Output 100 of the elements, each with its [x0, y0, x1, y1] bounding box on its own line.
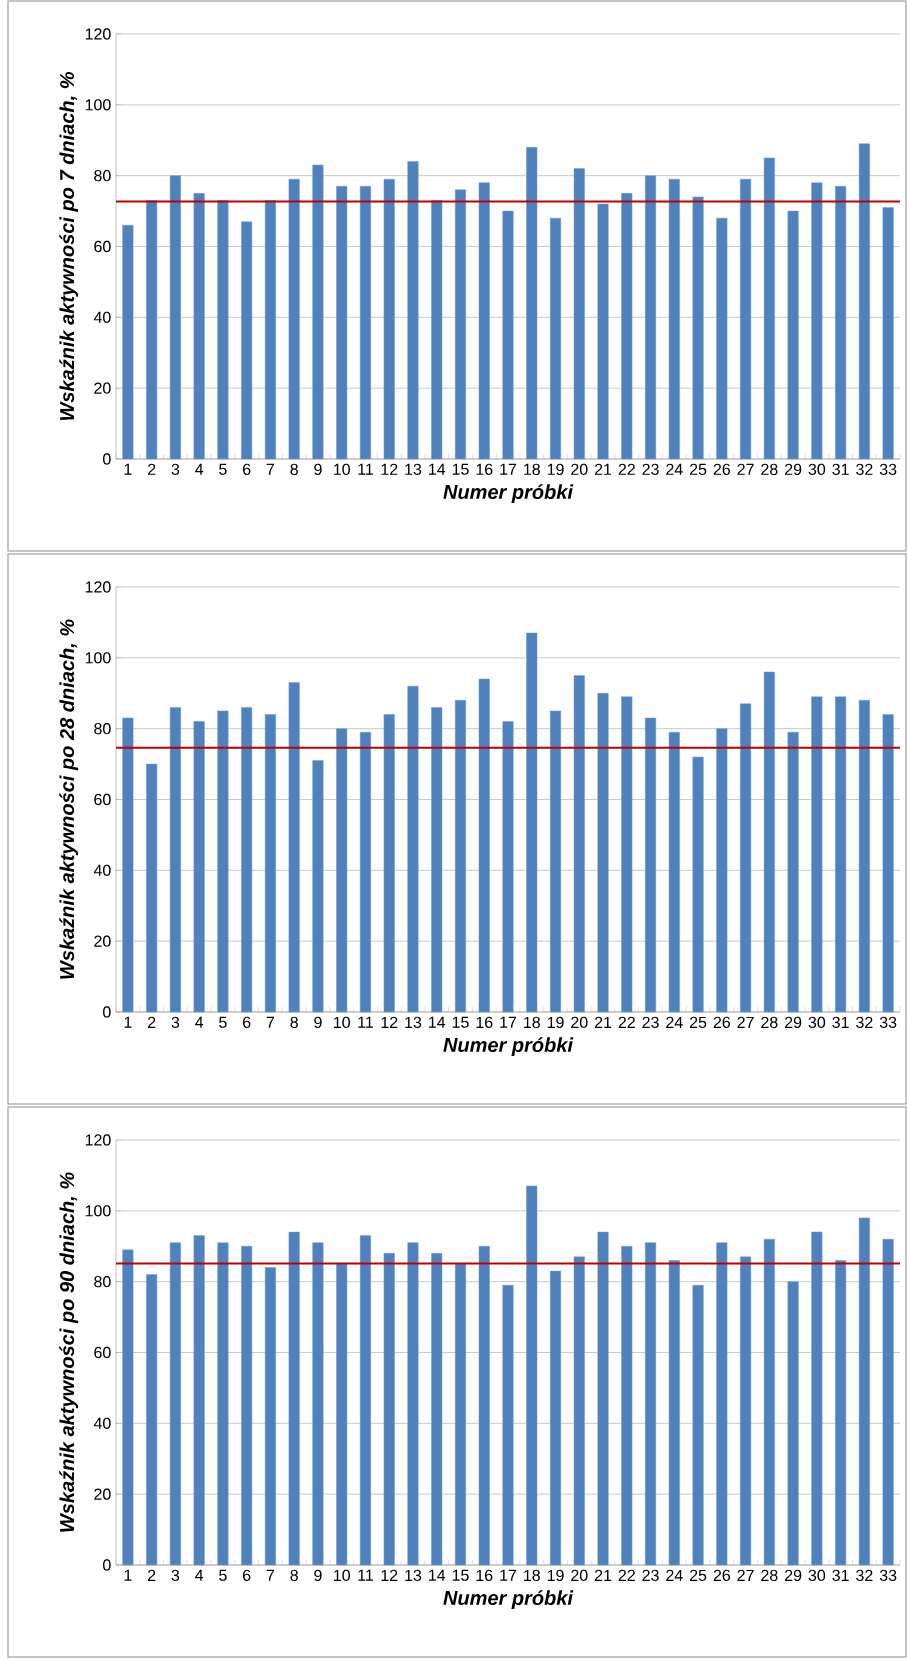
- bar: [454, 700, 467, 1013]
- bar: [454, 1263, 467, 1566]
- x-tick-label: 28: [761, 1016, 778, 1029]
- bar: [383, 1253, 395, 1566]
- bar: [407, 1242, 419, 1566]
- y-tick-label: 120: [85, 581, 111, 593]
- x-tick-label: 14: [429, 1016, 446, 1028]
- bar: [359, 731, 371, 1013]
- bar: [336, 186, 348, 460]
- x-tick-label: 4: [195, 1569, 204, 1581]
- x-tick-label: 19: [547, 1569, 564, 1582]
- x-tick-label: 33: [879, 1569, 897, 1582]
- bar: [241, 1245, 253, 1566]
- x-tick-label: 3: [171, 1569, 180, 1582]
- x-tick-label: 30: [808, 1016, 826, 1029]
- x-tick-label: 2: [147, 463, 156, 475]
- x-tick-label: 33: [879, 1016, 897, 1029]
- bar: [835, 1260, 847, 1566]
- bar: [407, 685, 419, 1013]
- x-tick-label: 19: [547, 1016, 564, 1029]
- y-axis-title: Wskaźnik aktywności po 90 dniach, %: [59, 1172, 79, 1532]
- x-tick-label: 17: [500, 463, 517, 475]
- x-tick-label: 16: [476, 1016, 493, 1029]
- x-tick-label: 4: [195, 463, 204, 475]
- y-tick-label: 0: [103, 1006, 111, 1018]
- bar: [383, 714, 395, 1013]
- x-tick-label: 24: [666, 1569, 683, 1581]
- x-tick-label: 5: [219, 1569, 227, 1581]
- x-tick-label: 21: [594, 463, 612, 475]
- x-tick-label: 10: [334, 1016, 350, 1029]
- x-tick-label: 31: [832, 463, 849, 476]
- bar: [716, 1242, 728, 1566]
- bar: [217, 710, 229, 1013]
- y-tick-label: 60: [94, 240, 111, 253]
- bar: [858, 143, 870, 460]
- x-tick-label: 10: [334, 463, 350, 476]
- bar: [502, 1284, 514, 1566]
- bar: [621, 193, 633, 460]
- x-tick-label: 1: [124, 1016, 132, 1028]
- bar: [668, 731, 680, 1013]
- bar: [264, 1267, 276, 1566]
- y-tick-label: 20: [94, 1488, 111, 1500]
- bar: [811, 1231, 823, 1566]
- bar: [502, 721, 514, 1013]
- x-tick-label: 25: [689, 1016, 707, 1029]
- y-tick-label: 60: [94, 1346, 111, 1359]
- x-tick-label: 13: [405, 1016, 422, 1029]
- bar: [740, 703, 752, 1013]
- bar: [193, 721, 205, 1013]
- bar: [241, 221, 253, 460]
- bar: [146, 1274, 158, 1566]
- bar: [431, 707, 443, 1013]
- y-tick-label: 120: [85, 1134, 111, 1146]
- x-tick-label: 26: [713, 1569, 731, 1582]
- x-tick-label: 15: [452, 463, 469, 475]
- bar: [217, 1242, 229, 1566]
- y-axis-title: Wskaźnik aktywności po 7 dniach, %: [59, 72, 79, 421]
- x-tick-label: 31: [832, 1016, 849, 1029]
- bar: [526, 1185, 538, 1566]
- x-tick-label: 5: [219, 1016, 227, 1028]
- x-tick-label: 7: [266, 1016, 275, 1028]
- bar: [454, 189, 467, 460]
- bar: [835, 186, 847, 460]
- bar: [359, 1235, 371, 1566]
- bar: [573, 168, 585, 460]
- x-tick-label: 25: [689, 1569, 707, 1582]
- y-tick-label: 20: [94, 935, 111, 947]
- x-tick-label: 29: [784, 463, 802, 476]
- bar: [550, 1270, 562, 1566]
- x-tick-label: 27: [737, 1569, 754, 1581]
- y-axis-title: Wskaźnik aktywności po 28 dniach, %: [59, 619, 79, 979]
- x-tick-label: 33: [879, 463, 897, 476]
- x-tick-label: 2: [147, 1569, 156, 1581]
- bar: [787, 210, 799, 460]
- x-tick-label: 27: [737, 1016, 754, 1028]
- x-tick-label: 18: [524, 463, 540, 476]
- x-tick-label: 17: [500, 1016, 517, 1028]
- bar: [502, 210, 514, 460]
- bar: [359, 186, 371, 460]
- x-tick-label: 21: [594, 1569, 612, 1581]
- bar: [431, 1253, 443, 1566]
- bar: [526, 632, 538, 1013]
- x-axis-title: Numer próbki: [443, 1037, 574, 1056]
- x-tick-label: 14: [429, 1569, 446, 1581]
- bar: [740, 1256, 752, 1566]
- bar: [526, 147, 538, 460]
- bar: [692, 756, 704, 1013]
- y-tick-label: 0: [103, 453, 111, 465]
- x-tick-label: 16: [476, 1569, 493, 1582]
- bar: [740, 178, 752, 460]
- bar: [431, 200, 443, 460]
- bar: [169, 175, 181, 460]
- x-tick-label: 6: [243, 463, 251, 476]
- bar: [312, 760, 324, 1013]
- x-tick-label: 22: [618, 1569, 635, 1581]
- bar: [692, 1284, 704, 1566]
- x-tick-label: 18: [524, 1016, 540, 1029]
- x-tick-label: 5: [219, 463, 227, 475]
- x-tick-label: 24: [666, 1016, 683, 1028]
- x-tick-label: 4: [195, 1016, 204, 1028]
